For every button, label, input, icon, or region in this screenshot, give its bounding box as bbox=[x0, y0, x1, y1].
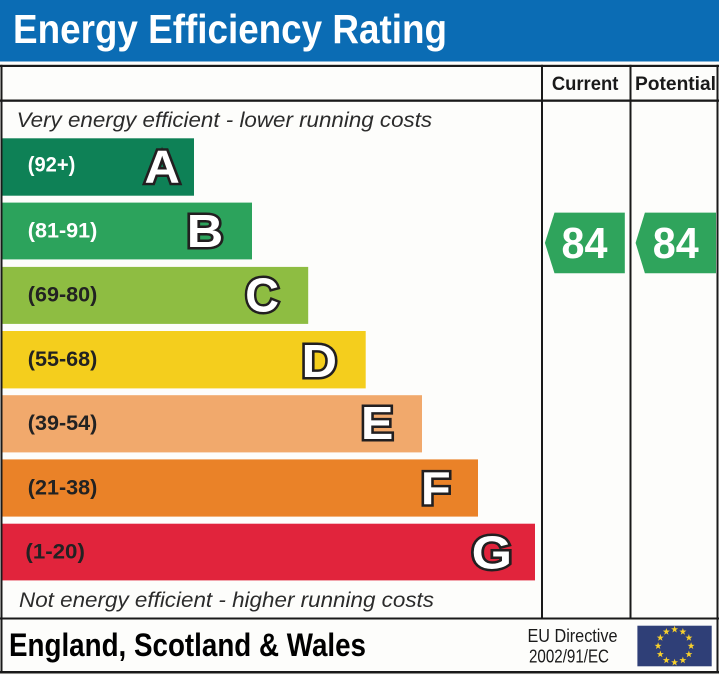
svg-text:(69-80): (69-80) bbox=[28, 284, 98, 307]
svg-text:A: A bbox=[145, 142, 180, 194]
svg-text:G: G bbox=[472, 527, 512, 579]
svg-text:Not energy efficient - higher: Not energy efficient - higher running co… bbox=[19, 589, 435, 612]
svg-text:D: D bbox=[302, 336, 337, 388]
svg-text:F: F bbox=[421, 463, 451, 515]
svg-text:(92+): (92+) bbox=[28, 153, 76, 176]
svg-text:Current: Current bbox=[552, 73, 619, 95]
svg-text:84: 84 bbox=[562, 219, 608, 268]
svg-text:England, Scotland & Wales: England, Scotland & Wales bbox=[9, 626, 366, 663]
svg-text:Energy Efficiency Rating: Energy Efficiency Rating bbox=[13, 6, 447, 52]
svg-text:(21-38): (21-38) bbox=[28, 476, 98, 499]
svg-text:2002/91/EC: 2002/91/EC bbox=[529, 647, 609, 667]
svg-text:C: C bbox=[245, 269, 279, 323]
svg-text:(1-20): (1-20) bbox=[25, 540, 85, 563]
svg-text:EU Directive: EU Directive bbox=[528, 626, 618, 646]
svg-text:Potential: Potential bbox=[635, 73, 716, 95]
svg-text:Very energy efficient - lower: Very energy efficient - lower running co… bbox=[17, 108, 433, 132]
svg-text:(55-68): (55-68) bbox=[28, 348, 98, 371]
svg-text:84: 84 bbox=[653, 219, 699, 268]
svg-text:B: B bbox=[187, 206, 223, 258]
svg-text:(39-54): (39-54) bbox=[28, 412, 98, 435]
svg-text:(81-91): (81-91) bbox=[28, 219, 98, 242]
svg-text:E: E bbox=[361, 398, 393, 450]
